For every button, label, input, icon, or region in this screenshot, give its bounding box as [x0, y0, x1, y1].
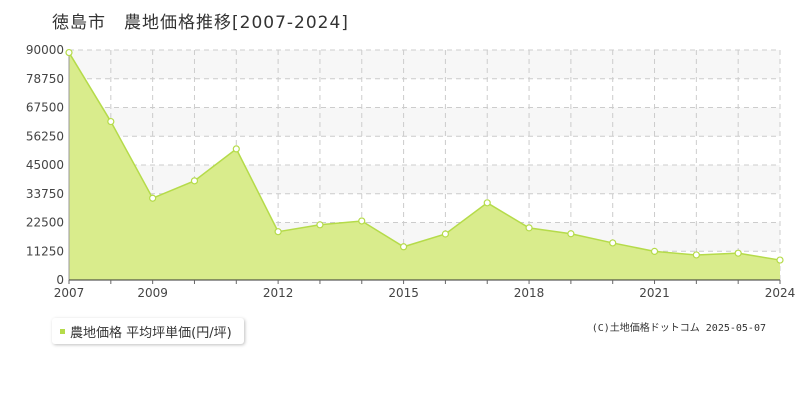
copyright-text: (C)土地価格ドットコム 2025-05-07: [591, 323, 766, 334]
grid-band: [69, 107, 780, 137]
legend-label: 農地価格 平均坪単価(円/坪): [70, 325, 232, 341]
data-point: [232, 145, 240, 153]
data-point: [107, 117, 115, 126]
legend: 農地価格 平均坪単価(円/坪): [52, 318, 244, 344]
data-point: [441, 230, 450, 238]
y-tick-label: 45000: [26, 158, 64, 172]
y-tick-label: 11250: [26, 244, 64, 258]
x-tick-label: 2015: [388, 286, 419, 300]
grid-band: [69, 50, 780, 79]
data-point: [734, 249, 742, 257]
series-line: [68, 52, 781, 261]
x-tick-label: 2024: [765, 286, 796, 300]
data-point: [316, 221, 324, 229]
data-point: [274, 228, 282, 236]
x-tick-label: 2007: [54, 286, 85, 300]
data-point: [567, 230, 575, 238]
x-tick-labels: 2007 2009 2012 2015 2018 2021 2024: [54, 286, 796, 300]
data-point: [609, 239, 617, 247]
x-tick-label: 2012: [263, 286, 294, 300]
data-point: [149, 194, 157, 202]
data-point: [358, 217, 366, 225]
data-markers: [65, 48, 784, 264]
area-series: [68, 52, 781, 280]
y-tick-label: 67500: [26, 101, 64, 115]
y-tick-label: 78750: [26, 72, 64, 86]
x-tick-label: 2018: [514, 286, 545, 300]
y-tick-label: 22500: [26, 216, 64, 230]
data-point: [190, 177, 199, 185]
data-point: [483, 199, 491, 207]
data-point: [399, 243, 408, 251]
x-tick-label: 2021: [639, 286, 670, 300]
y-tick-label: 0: [56, 273, 64, 287]
axes: [68, 50, 781, 284]
x-tick-label: 2009: [137, 286, 168, 300]
chart-title: 徳島市 農地価格推移[2007-2024]: [52, 13, 349, 33]
data-point: [776, 256, 784, 264]
y-tick-label: 56250: [26, 129, 64, 143]
y-tick-labels: 0 11250 22500 33750 45000 56250 67500 78750 9000…: [26, 43, 64, 287]
series-area: [69, 52, 780, 280]
legend-swatch-icon: [60, 329, 65, 334]
y-tick-label: 90000: [26, 43, 64, 57]
data-point: [525, 224, 533, 232]
data-point: [692, 251, 700, 259]
data-point: [650, 247, 659, 255]
y-tick-label: 33750: [26, 187, 64, 201]
data-point: [65, 48, 73, 57]
